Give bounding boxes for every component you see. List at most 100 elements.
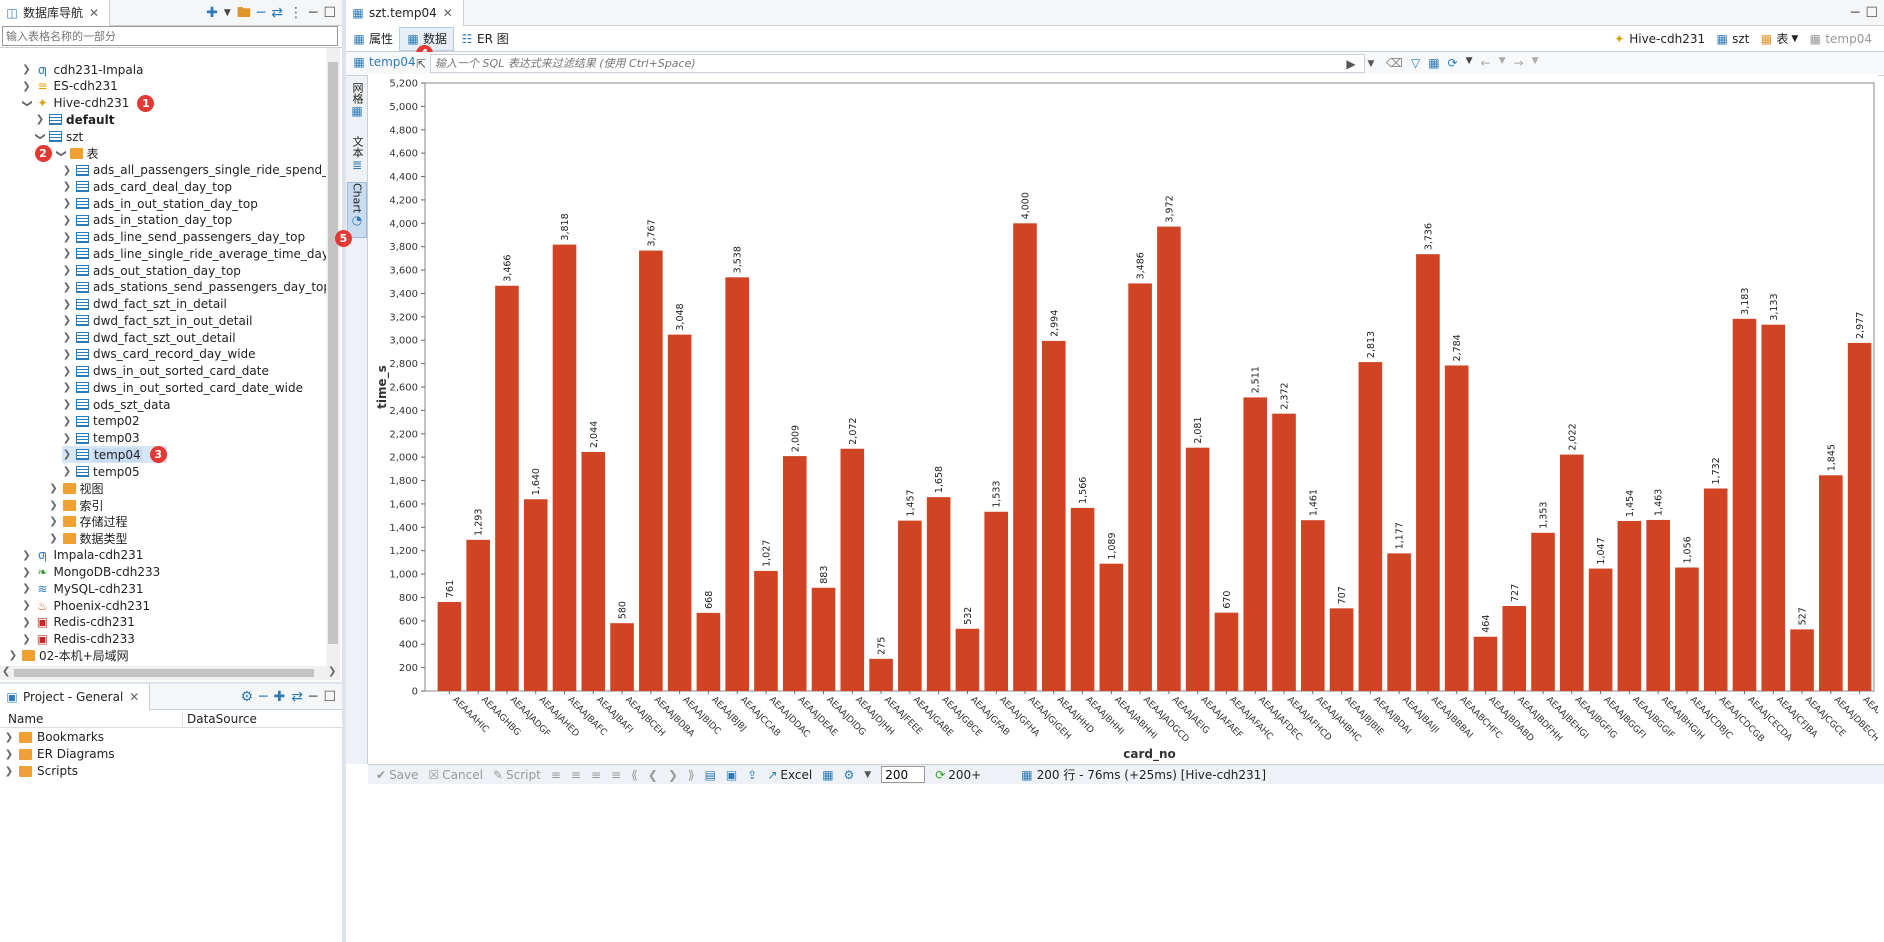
new-connection-icon[interactable]: ✚ [206,4,218,21]
filter-settings-icon[interactable]: ▦ [1428,56,1440,70]
collapse-all-icon[interactable]: ─ [259,688,268,705]
navigator-hscrollbar[interactable]: ❮ ❯ [0,666,340,680]
forward-icon[interactable]: → [1513,56,1524,70]
tree-item[interactable]: ❯ 索引 [49,497,103,514]
first-page-icon[interactable]: ⟪ [631,767,638,782]
chevron-right-icon[interactable]: ❯ [8,650,18,662]
copy-row-icon[interactable]: ≡ [590,767,602,782]
tree-item[interactable]: ❯ ads_stations_send_passengers_day_top [62,279,326,296]
maximize-icon[interactable]: ☐ [1865,4,1878,21]
tree-item[interactable]: ❯ temp03 [62,430,140,447]
tree-item[interactable]: ❯ ❧ MongoDB-cdh233 [22,564,160,581]
tree-item[interactable]: ❯ ♨ Phoenix-cdh231 [22,597,150,614]
col-datasource-header[interactable]: DataSource [182,712,257,726]
chevron-right-icon[interactable]: ❯ [22,566,31,578]
schema-selector[interactable]: ▦ szt [1715,32,1749,46]
tree-item[interactable]: ❯ ƣ cdh231-Impala [22,61,143,78]
chevron-right-icon[interactable]: ❯ [62,365,72,377]
tree-item[interactable]: ❯ default [35,111,115,128]
chevron-down-icon[interactable]: ❯ [21,98,32,108]
col-name-header[interactable]: Name [8,712,44,726]
close-icon[interactable]: ✕ [442,5,453,20]
view-menu-icon[interactable]: ⋮ [289,4,303,21]
tree-item[interactable]: ❯ ads_in_out_station_day_top [62,195,258,212]
gear-icon[interactable]: ⚙ [843,767,855,782]
chevron-right-icon[interactable]: ❯ [62,265,72,276]
tree-item[interactable]: ❯03-其他 [8,664,83,665]
hscroll-right-arrow[interactable]: ❯ [328,666,337,677]
hscroll-left-arrow[interactable]: ❮ [2,666,11,677]
edit-row-icon[interactable]: ≡ [550,767,561,782]
vtab-chart[interactable]: Chart ◔ [347,182,367,238]
chevron-right-icon[interactable]: ❯ [22,64,31,75]
tree-item[interactable]: ❯ ✦ Hive-cdh231 1 [21,94,155,112]
chevron-down-icon[interactable]: ❯ [34,132,46,141]
vscroll-thumb[interactable] [328,62,338,644]
folder-icon[interactable]: 🖿 [236,4,251,21]
table-chip[interactable]: ▦ temp04 [352,55,415,69]
chevron-right-icon[interactable]: ❯ [62,466,72,477]
chevron-right-icon[interactable]: ❯ [22,616,31,628]
chevron-right-icon[interactable]: ❯ [22,583,31,595]
tree-item[interactable]: ❯ dwd_fact_szt_out_detail [62,329,236,346]
chevron-right-icon[interactable]: ❯ [62,298,72,310]
maximize-icon[interactable]: ☐ [323,688,336,705]
chevron-right-icon[interactable]: ❯ [49,482,58,494]
project-item-er-diagrams[interactable]: ❯ ER Diagrams [4,747,115,761]
chevron-right-icon[interactable]: ❯ [62,449,72,461]
chevron-right-icon[interactable]: ❯ [49,533,58,544]
tree-item[interactable]: ❯ dwd_fact_szt_in_out_detail [62,312,253,329]
tree-item[interactable]: ❯ dws_in_out_sorted_card_date [62,363,269,380]
minimize-icon[interactable]: ─ [1851,4,1860,21]
object-selector[interactable]: ▦ temp04 [1808,32,1872,46]
expand-filter-icon[interactable]: ⇱ [415,57,427,71]
subtab-er[interactable]: ☷ ER 图 [454,27,515,51]
export-button[interactable]: ⇪ [747,768,757,782]
chevron-right-icon[interactable]: ❯ [62,315,72,327]
chevron-right-icon[interactable]: ❯ [22,600,31,611]
chevron-right-icon[interactable]: ❯ [62,248,72,260]
filter-history-icon[interactable]: ▼ [1367,59,1375,69]
chevron-right-icon[interactable]: ❯ [22,80,31,92]
add-row-icon[interactable]: ≡ [570,767,581,782]
chevron-right-icon[interactable]: ❯ [62,198,72,209]
script-button[interactable]: ✎ Script [493,768,541,782]
back-icon[interactable]: ← [1480,56,1491,70]
chevron-right-icon[interactable]: ❯ [62,415,72,427]
tree-item[interactable]: ❯ ads_card_deal_day_top [62,178,232,195]
expand-arrow-icon[interactable]: ❯ [4,731,14,743]
editor-tab-szt-temp04[interactable]: ▦ szt.temp04 ✕ [346,0,464,26]
chevron-right-icon[interactable]: ❯ [22,549,31,561]
filter-icon[interactable]: ▽ [1410,56,1421,70]
close-icon[interactable]: ✕ [129,689,140,704]
tree-item[interactable]: ❯ ads_out_station_day_top [62,262,241,279]
close-icon[interactable]: ✕ [88,5,100,20]
vtab-text[interactable]: 文本 ≣ [348,136,366,184]
prev-page-icon[interactable]: ❮ [647,767,658,782]
tree-item[interactable]: ❯ ▣ Redis-cdh231 [22,614,135,631]
fetch-size-input[interactable] [881,766,926,783]
chevron-right-icon[interactable]: ❯ [62,399,72,410]
link-editor-icon[interactable]: ⇄ [271,4,283,21]
tree-item[interactable]: 2 ❯ 表 [34,144,99,162]
tree-item[interactable]: ❯ ▣ Redis-cdh233 [22,631,135,648]
chevron-right-icon[interactable]: ❯ [62,231,72,243]
tree-item[interactable]: ❯ 视图 [49,480,103,497]
dropdown-icon[interactable]: ▼ [1531,56,1539,66]
chevron-right-icon[interactable]: ❯ [49,499,58,511]
vtab-grid[interactable]: 网格 ▦ [348,82,366,130]
cancel-button[interactable]: ☒ Cancel [429,768,483,782]
tree-item[interactable]: ❯ ads_all_passengers_single_ride_spend_ti… [62,162,326,179]
chevron-right-icon[interactable]: ❯ [35,114,45,126]
subtab-properties[interactable]: ▦ 属性 [346,27,399,51]
table-filter-input[interactable] [2,26,338,46]
chevron-right-icon[interactable]: ❯ [62,332,72,343]
navigator-vscrollbar[interactable] [326,48,340,666]
type-selector[interactable]: ▦ 表 ▼ [1759,30,1799,47]
tree-item[interactable]: ❯ dws_in_out_sorted_card_date_wide [62,379,303,396]
tree-item[interactable]: ❯ dws_card_record_day_wide [62,346,256,363]
connection-selector[interactable]: ✦ Hive-cdh231 [1612,32,1705,46]
last-page-icon[interactable]: ⟫ [687,767,695,782]
panels-icon[interactable]: ▦ [822,767,834,782]
tree-item[interactable]: ❯ ods_szt_data [62,396,171,413]
